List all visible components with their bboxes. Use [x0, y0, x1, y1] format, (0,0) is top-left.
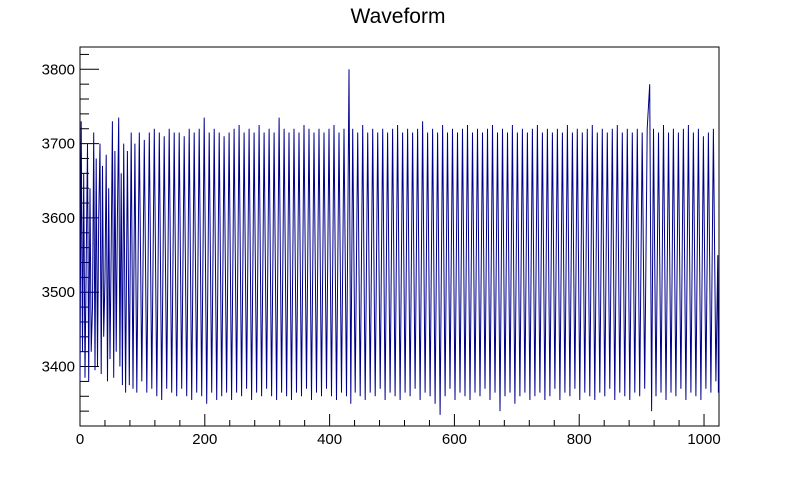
y-tick-label: 3600 [42, 210, 75, 227]
x-tick-label: 1000 [687, 431, 720, 448]
plot-frame [79, 46, 720, 427]
series-group [79, 69, 719, 415]
y-tick-label: 3800 [42, 61, 75, 78]
y-tick-label: 3400 [42, 359, 75, 376]
x-tick-label: 600 [442, 431, 467, 448]
x-tick-label: 200 [192, 431, 217, 448]
plot-area: 0 200 400 600 800 1000 3400 3500 3600 3700 3800 [42, 46, 721, 448]
x-tick-label: 0 [76, 431, 84, 448]
y-tick-label: 3500 [42, 284, 75, 301]
y-axis: 3400 3500 3600 3700 3800 [42, 53, 99, 427]
y-tick-label: 3700 [42, 136, 75, 153]
chart-title: Waveform [351, 5, 446, 28]
x-tick-label: 800 [567, 431, 592, 448]
x-tick-label: 400 [317, 431, 342, 448]
waveform-series-line [79, 69, 719, 415]
x-axis: 0 200 400 600 800 1000 [76, 414, 721, 448]
